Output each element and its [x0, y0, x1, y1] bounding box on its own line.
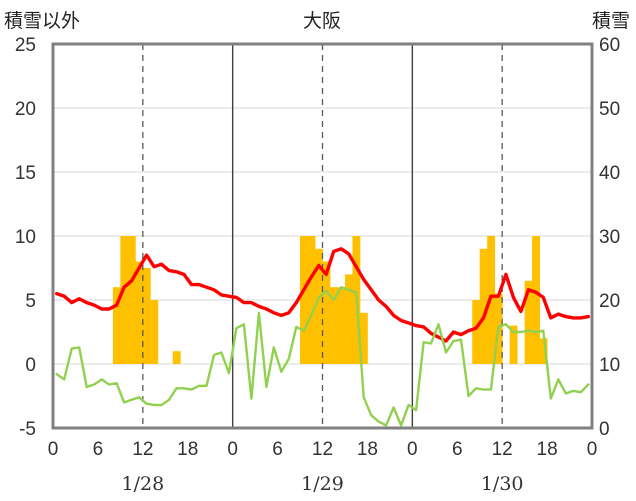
- bar-7: [300, 236, 308, 364]
- bar-23: [539, 338, 548, 364]
- bar-12: [337, 287, 346, 364]
- x-tick-label-12: 0: [587, 439, 598, 460]
- bar-1: [120, 236, 129, 364]
- x-tick-label-3: 18: [177, 439, 198, 460]
- left-tick-label--5: -5: [19, 419, 36, 440]
- right-tick-label-30: 30: [599, 227, 620, 248]
- chart-title: 大阪: [303, 10, 341, 32]
- left-tick-label-20: 20: [15, 99, 36, 120]
- bar-0: [112, 287, 121, 364]
- left-tick-label-15: 15: [15, 163, 36, 184]
- bar-5: [150, 300, 159, 364]
- series-line-0: [55, 247, 590, 343]
- left-tick-label-0: 0: [25, 355, 36, 376]
- series-line-1: [55, 286, 590, 427]
- bar-21: [524, 280, 533, 364]
- x-tick-label-5: 6: [272, 439, 283, 460]
- bar-22: [532, 236, 540, 364]
- x-tick-label-10: 12: [492, 439, 513, 460]
- day-label-1: 1/29: [301, 473, 344, 495]
- left-tick-label-10: 10: [15, 227, 36, 248]
- left-tick-label-5: 5: [25, 291, 36, 312]
- bar-8: [307, 236, 316, 364]
- x-tick-label-2: 12: [132, 439, 153, 460]
- bar-4: [142, 268, 151, 364]
- right-tick-label-10: 10: [599, 355, 620, 376]
- x-tick-label-7: 18: [357, 439, 378, 460]
- bar-13: [344, 274, 353, 364]
- day-label-2: 1/30: [481, 473, 524, 495]
- x-tick-label-8: 0: [407, 439, 418, 460]
- left-axis-label: 積雪以外: [4, 10, 80, 32]
- bar-2: [127, 236, 136, 364]
- x-tick-label-9: 6: [452, 439, 463, 460]
- right-tick-label-60: 60: [599, 35, 620, 56]
- right-tick-label-40: 40: [599, 163, 620, 184]
- bar-6: [172, 351, 181, 364]
- right-axis-label: 積雪: [592, 10, 630, 32]
- bar-17: [479, 248, 488, 364]
- right-tick-label-50: 50: [599, 99, 620, 120]
- x-tick-label-1: 6: [93, 439, 104, 460]
- bar-10: [322, 261, 331, 364]
- x-tick-label-0: 0: [48, 439, 59, 460]
- right-tick-label-20: 20: [599, 291, 620, 312]
- bar-20: [509, 325, 518, 364]
- x-tick-label-4: 0: [227, 439, 238, 460]
- x-tick-label-11: 18: [537, 439, 558, 460]
- x-tick-label-6: 12: [312, 439, 333, 460]
- bar-15: [359, 312, 368, 364]
- bar-3: [135, 261, 144, 364]
- right-tick-label-0: 0: [599, 419, 610, 440]
- bar-9: [315, 248, 323, 364]
- bar-11: [329, 287, 338, 364]
- left-tick-label-25: 25: [15, 35, 36, 56]
- plot-frame: [51, 42, 594, 430]
- bar-16: [472, 300, 481, 364]
- day-label-0: 1/28: [121, 473, 164, 495]
